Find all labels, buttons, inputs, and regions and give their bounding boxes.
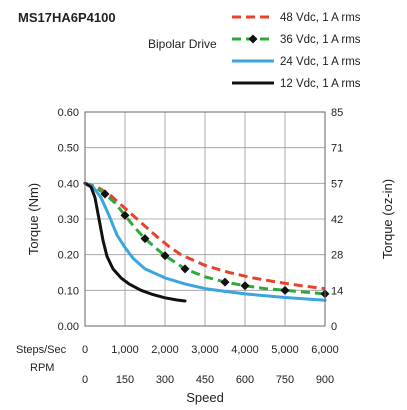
- legend-label: 24 Vdc, 1 A rms: [280, 56, 361, 68]
- y-tick-label: 0.10: [58, 285, 79, 297]
- series-line-3: [83, 181, 327, 302]
- x-tick-label-rpm: 750: [276, 374, 294, 386]
- x-tick-label-steps: 2,000: [151, 344, 179, 356]
- legend-label: 48 Vdc, 1 A rms: [280, 12, 361, 24]
- y2-tick-label: 28: [331, 250, 343, 262]
- x-tick-label-steps: 1,000: [111, 344, 139, 356]
- series-marker-36v: [240, 281, 250, 291]
- series-marker-36v: [220, 277, 230, 287]
- plot-frame: [84, 111, 326, 327]
- y-tick-label: 0.00: [58, 321, 79, 333]
- y-tick-label: 0.30: [58, 214, 79, 226]
- marker-layer: [100, 189, 330, 299]
- x-tick-label-steps: 3,000: [191, 344, 219, 356]
- y-axis-left-ticks: 0.00 0.10 0.20 0.30 0.40 0.50 0.60: [58, 107, 79, 333]
- legend: 48 Vdc, 1 A rms 36 Vdc, 1 A rms 24 Vdc, 1 …: [232, 12, 361, 90]
- y-tick-label: 0.50: [58, 143, 79, 155]
- legend-marker: [248, 34, 258, 44]
- x-tick-label-rpm: 450: [196, 374, 214, 386]
- y-axis-right-ticks: 0 14 28 42 57 71 85: [331, 107, 343, 333]
- x-tick-label-rpm: 150: [116, 374, 134, 386]
- chart-title: MS17HA6P4100: [18, 10, 116, 25]
- series-marker-36v: [160, 251, 170, 261]
- y2-tick-label: 42: [331, 214, 343, 226]
- x-axis-steps-ticks: 0 1,000 2,000 3,000 4,000 5,000 6,000: [82, 344, 339, 356]
- y2-tick-label: 57: [331, 178, 343, 190]
- series-marker-36v: [120, 210, 130, 220]
- x-tick-label-rpm: 0: [82, 374, 88, 386]
- x-tick-label-steps: 4,000: [231, 344, 259, 356]
- y2-tick-label: 0: [331, 321, 337, 333]
- series-marker-36v: [100, 189, 110, 199]
- y-tick-label: 0.60: [58, 107, 79, 119]
- series-marker-36v: [140, 234, 150, 244]
- series-marker-36v: [280, 285, 290, 295]
- x-axis-label: Speed: [186, 390, 224, 405]
- x-tick-label-steps: 6,000: [311, 344, 339, 356]
- y2-tick-label: 14: [331, 285, 343, 297]
- y-axis-label-right: Torque (oz-in): [380, 179, 395, 259]
- x-axis-rpm-ticks: 0 150 300 450 600 750 900: [82, 374, 334, 386]
- series-line-2: [84, 181, 326, 296]
- series-marker-36v: [180, 264, 190, 274]
- x-tick-label-rpm: 300: [156, 374, 174, 386]
- legend-label: 36 Vdc, 1 A rms: [280, 34, 361, 46]
- legend-label: 12 Vdc, 1 A rms: [280, 78, 361, 90]
- x-row-label-steps: Steps/Sec: [16, 344, 67, 356]
- x-tick-label-steps: 5,000: [271, 344, 299, 356]
- x-tick-label-rpm: 600: [236, 374, 254, 386]
- series-line-1: [84, 181, 326, 291]
- series-line-4: [83, 181, 187, 303]
- x-tick-label-steps: 0: [82, 344, 88, 356]
- y2-tick-label: 71: [331, 143, 343, 155]
- y-tick-label: 0.20: [58, 250, 79, 262]
- x-tick-label-rpm: 900: [316, 374, 334, 386]
- x-row-label-rpm: RPM: [30, 362, 54, 374]
- y-tick-label: 0.40: [58, 178, 79, 190]
- y-axis-label-left: Torque (Nm): [26, 183, 41, 255]
- grid: [84, 111, 326, 327]
- y2-tick-label: 85: [331, 107, 343, 119]
- chart-subtitle: Bipolar Drive: [148, 37, 217, 51]
- series-layer: [83, 181, 327, 303]
